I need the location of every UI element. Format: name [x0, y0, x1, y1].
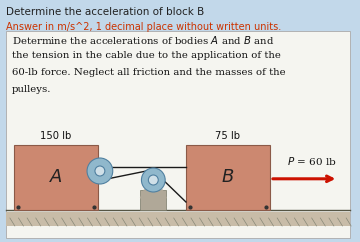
Bar: [186, 145, 270, 210]
Text: 60-lb force. Neglect all friction and the masses of the: 60-lb force. Neglect all friction and th…: [12, 68, 285, 77]
Text: pulleys.: pulleys.: [12, 85, 51, 94]
Bar: [140, 190, 166, 210]
Text: Determine the accelerations of bodies $A$ and $B$ and: Determine the accelerations of bodies $A…: [12, 34, 274, 46]
Text: the tension in the cable due to the application of the: the tension in the cable due to the appl…: [12, 51, 281, 60]
Text: $P$ = 60 lb: $P$ = 60 lb: [287, 155, 336, 167]
Text: 75 lb: 75 lb: [216, 131, 240, 141]
Text: $A$: $A$: [49, 168, 63, 187]
Circle shape: [141, 168, 165, 192]
Circle shape: [148, 175, 158, 185]
Text: 150 lb: 150 lb: [40, 131, 72, 141]
Text: Determine the acceleration of block B: Determine the acceleration of block B: [6, 7, 204, 17]
Text: $B$: $B$: [221, 168, 235, 187]
Text: Answer in m/s^2, 1 decimal place without written units.: Answer in m/s^2, 1 decimal place without…: [6, 22, 281, 32]
Bar: [14, 145, 98, 210]
Bar: [6, 212, 350, 226]
Circle shape: [95, 166, 105, 176]
Polygon shape: [140, 190, 166, 198]
FancyBboxPatch shape: [6, 31, 350, 238]
Circle shape: [87, 158, 113, 184]
